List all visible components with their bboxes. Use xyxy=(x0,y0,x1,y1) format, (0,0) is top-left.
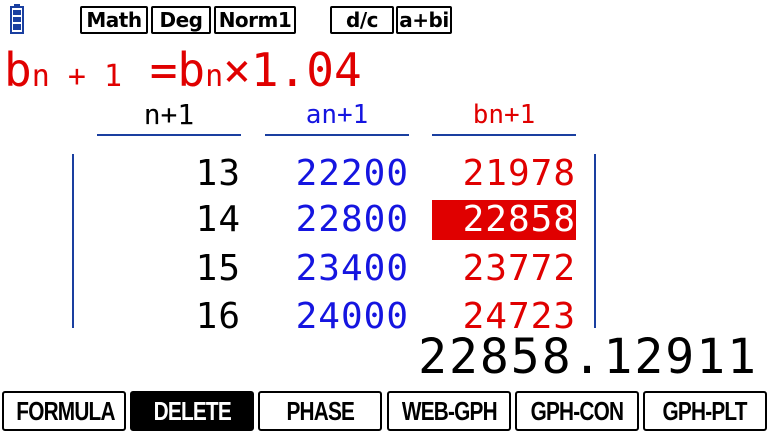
column-header-n: n+1 xyxy=(97,98,241,136)
table-row[interactable]: 16 24000 24723 xyxy=(0,297,770,345)
mode-angle-indicator: Deg xyxy=(151,6,211,34)
selected-cell-value: 22858.12911 xyxy=(418,329,758,385)
f1-formula-button[interactable]: FORMULA xyxy=(2,391,126,431)
column-header-a: an+1 xyxy=(265,98,409,136)
table-frame xyxy=(72,154,596,328)
formula-lhs-subscript: n + 1 xyxy=(31,59,123,94)
f5-label: GPH-CON xyxy=(530,396,624,426)
f6-graph-plot-button[interactable]: GPH-PLT xyxy=(643,391,767,431)
cell-a[interactable]: 22200 xyxy=(295,153,409,194)
cell-b[interactable]: 23772 xyxy=(462,248,576,289)
cell-n[interactable]: 13 xyxy=(195,153,241,194)
cell-b[interactable]: 24723 xyxy=(462,296,576,337)
cell-b[interactable]: 21978 xyxy=(462,153,576,194)
cell-a[interactable]: 22800 xyxy=(295,199,409,240)
f2-label: DELETE xyxy=(153,396,231,426)
formula-rhs-rest: ×1.04 xyxy=(223,43,362,97)
formula-rhs-base: b xyxy=(177,43,206,97)
mode-display-indicator: Norm1 xyxy=(214,6,296,34)
cell-n[interactable]: 16 xyxy=(195,296,241,337)
mode-fraction-indicator: d/c xyxy=(330,6,394,34)
f2-delete-button[interactable]: DELETE xyxy=(130,391,254,431)
f4-web-graph-button[interactable]: WEB-GPH xyxy=(387,391,511,431)
mode-math-indicator: Math xyxy=(80,6,148,34)
f4-label: WEB-GPH xyxy=(401,396,498,426)
recursion-formula: bn + 1 =bn×1.04 xyxy=(4,44,362,96)
mode-complex-indicator: a+bi xyxy=(396,6,452,34)
table-row[interactable]: 13 22200 21978 xyxy=(0,154,770,202)
formula-equals: = xyxy=(122,43,178,97)
f6-label: GPH-PLT xyxy=(662,396,748,426)
cell-a[interactable]: 23400 xyxy=(295,248,409,289)
cell-b-selected[interactable]: 22858 xyxy=(432,200,576,240)
f1-label: FORMULA xyxy=(16,396,115,426)
formula-rhs-subscript: n xyxy=(205,59,224,94)
table-row[interactable]: 14 22800 22858 xyxy=(0,200,770,248)
status-bar: Math Deg Norm1 d/c a+bi xyxy=(0,0,770,42)
cell-n[interactable]: 15 xyxy=(195,248,241,289)
column-header-b: bn+1 xyxy=(432,98,576,136)
table-row[interactable]: 15 23400 23772 xyxy=(0,249,770,297)
cell-n[interactable]: 14 xyxy=(195,199,241,240)
function-key-bar: FORMULA DELETE PHASE WEB-GPH GPH-CON GPH… xyxy=(0,389,770,434)
battery-icon xyxy=(10,4,24,34)
cell-a[interactable]: 24000 xyxy=(295,296,409,337)
formula-lhs-base: b xyxy=(4,43,32,97)
f5-graph-connect-button[interactable]: GPH-CON xyxy=(515,391,639,431)
f3-phase-button[interactable]: PHASE xyxy=(258,391,382,431)
f3-label: PHASE xyxy=(286,396,354,426)
